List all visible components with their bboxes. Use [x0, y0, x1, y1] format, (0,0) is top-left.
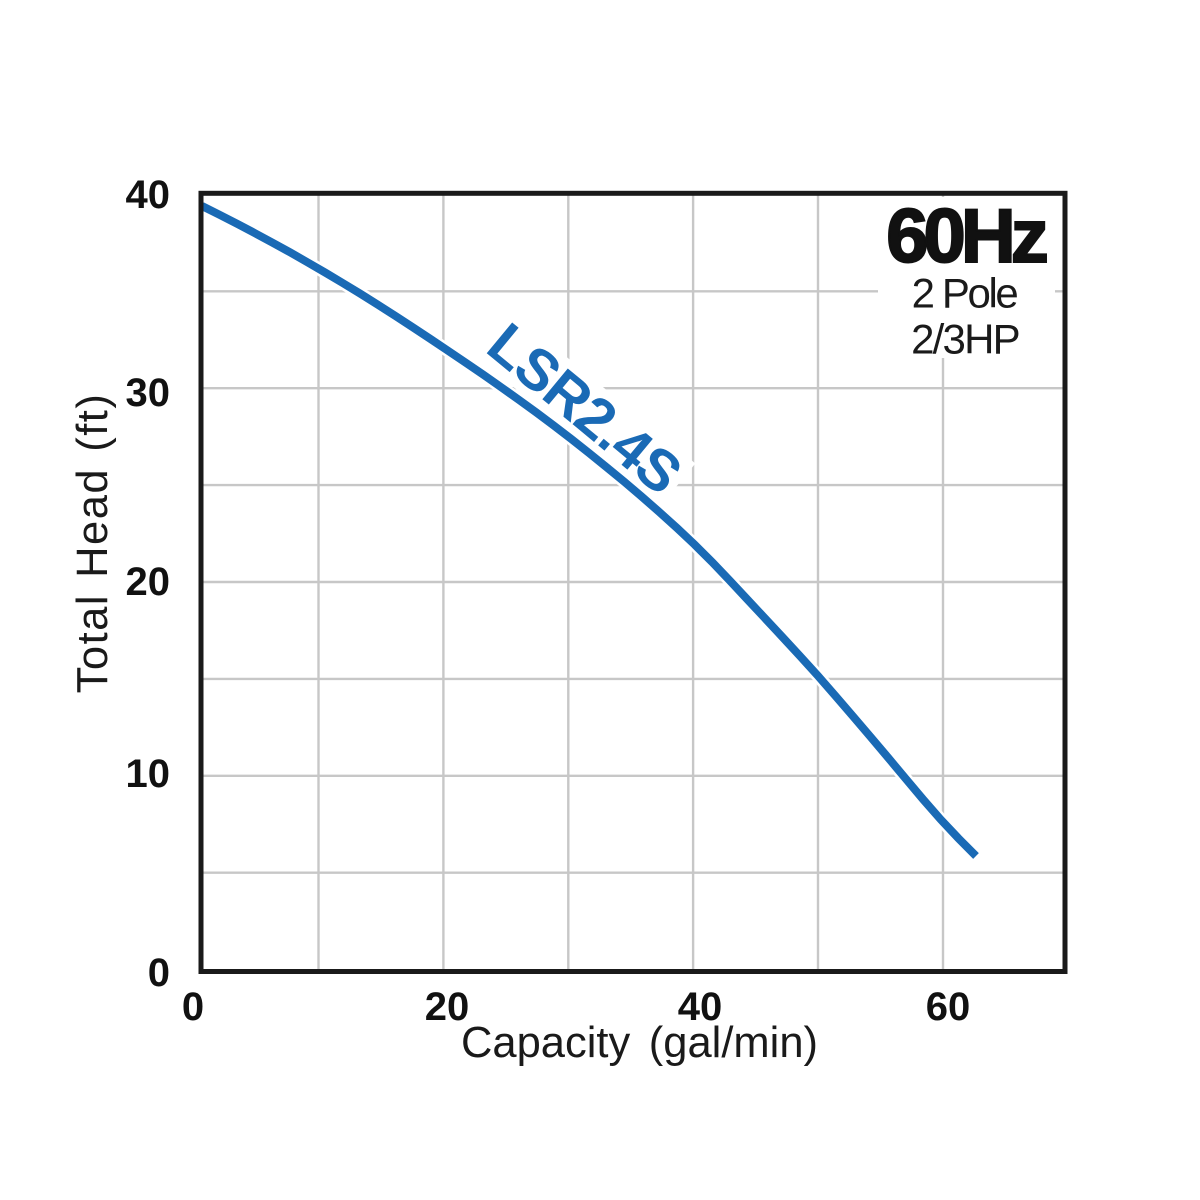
svg-text:2/3HP: 2/3HP [911, 316, 1019, 363]
svg-text:2 Pole: 2 Pole [912, 270, 1018, 317]
svg-text:Total Head (ft): Total Head (ft) [69, 393, 117, 694]
svg-text:60: 60 [926, 985, 971, 1029]
svg-text:20: 20 [126, 560, 171, 604]
svg-text:0: 0 [148, 951, 170, 995]
svg-text:40: 40 [678, 985, 723, 1029]
svg-text:60Hz: 60Hz [886, 194, 1046, 279]
svg-text:30: 30 [126, 371, 171, 415]
svg-text:20: 20 [425, 985, 470, 1029]
svg-text:40: 40 [126, 173, 171, 217]
svg-text:10: 10 [126, 752, 171, 796]
svg-text:Capacity (gal/min): Capacity (gal/min) [461, 1019, 818, 1067]
svg-text:0: 0 [182, 985, 204, 1029]
